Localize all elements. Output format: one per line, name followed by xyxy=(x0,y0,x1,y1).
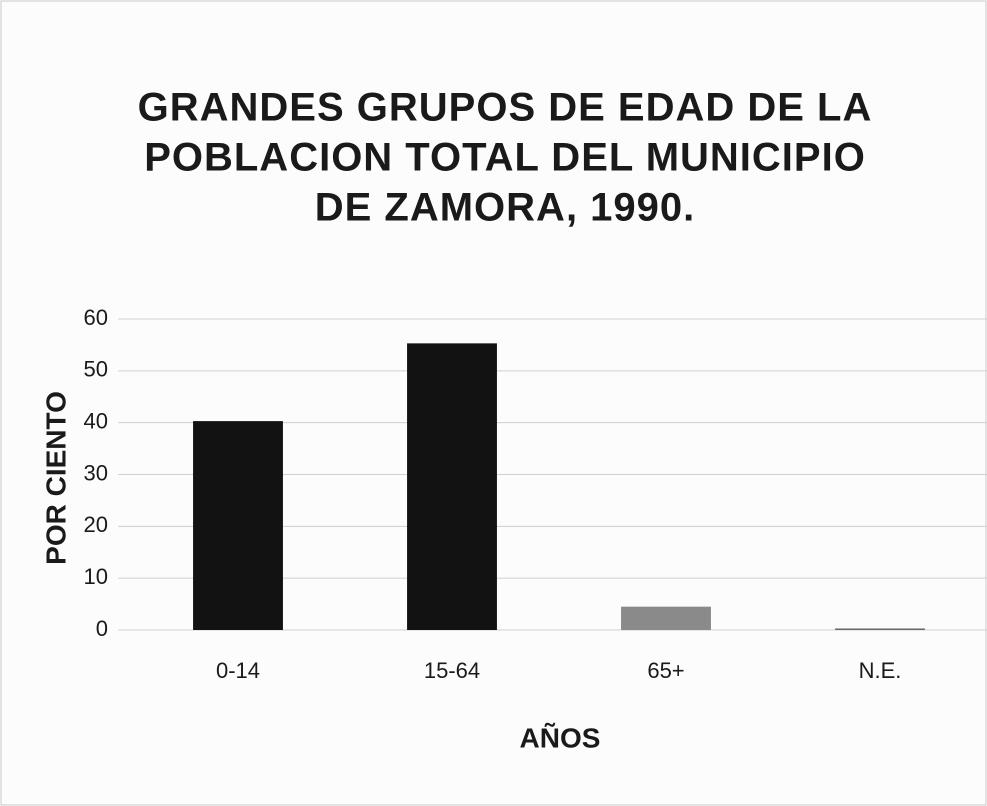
x-tick-label: N.E. xyxy=(859,658,902,683)
y-tick-label: 40 xyxy=(84,408,108,433)
bar xyxy=(835,628,925,630)
bar xyxy=(621,606,711,630)
x-tick-label: 65+ xyxy=(647,658,684,683)
chart-title: POBLACION TOTAL DEL MUNICIPIO xyxy=(144,136,866,180)
y-tick-label: 0 xyxy=(96,616,108,641)
chart-title: DE ZAMORA, 1990. xyxy=(315,186,696,230)
bar xyxy=(193,421,283,630)
chart-title: GRANDES GRUPOS DE EDAD DE LA xyxy=(138,86,873,130)
y-tick-label: 50 xyxy=(84,357,108,382)
x-axis-title: AÑOS xyxy=(520,722,601,753)
x-tick-label: 15-64 xyxy=(424,658,480,683)
y-tick-label: 30 xyxy=(84,460,108,485)
y-tick-label: 60 xyxy=(84,305,108,330)
y-tick-label: 20 xyxy=(84,512,108,537)
x-tick-label: 0-14 xyxy=(216,658,260,683)
bar xyxy=(407,343,497,630)
y-tick-label: 10 xyxy=(84,564,108,589)
y-axis-title: POR CIENTO xyxy=(40,391,71,565)
